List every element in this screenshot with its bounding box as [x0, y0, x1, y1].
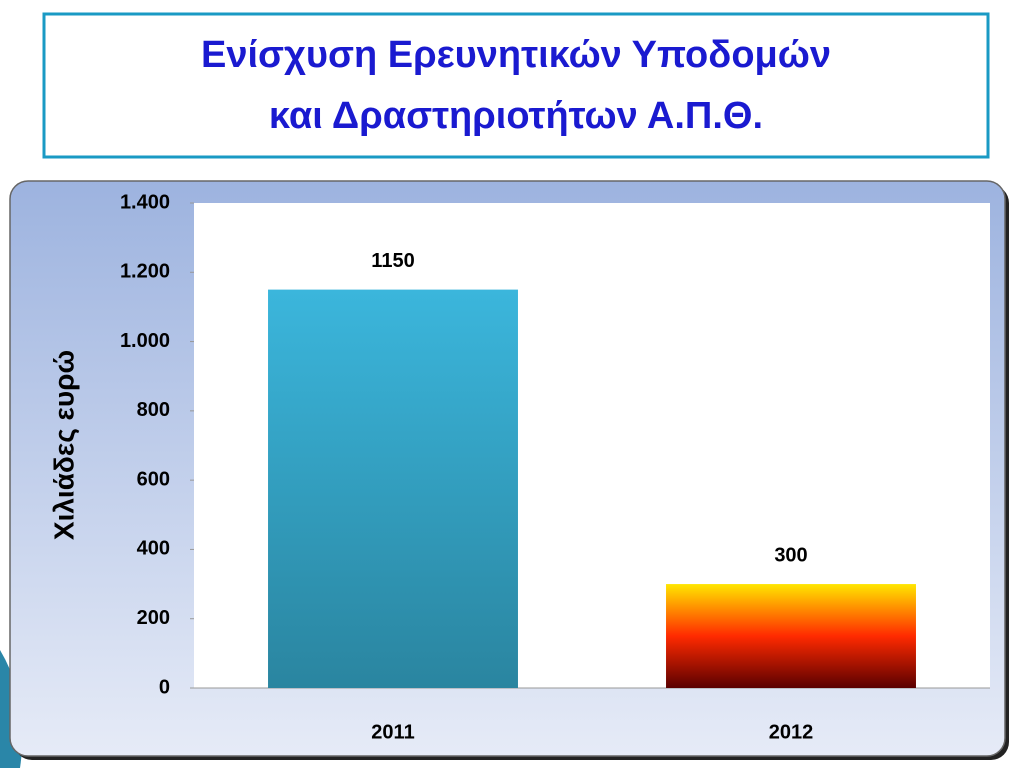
- y-tick-label: 600: [137, 468, 170, 490]
- bar: [268, 289, 518, 688]
- y-tick-label: 0: [159, 676, 170, 698]
- x-tick-label: 2012: [769, 721, 814, 743]
- title-box: [42, 12, 990, 159]
- data-label: 1150: [371, 250, 414, 272]
- x-tick-label: 2011: [371, 721, 414, 743]
- y-tick-label: 400: [137, 538, 170, 560]
- y-tick-label: 1.000: [120, 330, 170, 352]
- y-tick-label: 1.400: [120, 191, 170, 213]
- plot: 0 200 400 600 800 1.000 1.200 1.400 2011 1150 2012…: [120, 191, 990, 743]
- y-tick-label: 800: [137, 399, 170, 421]
- chart-title: και Δραστηριοτήτων Α.Π.Θ.: [269, 95, 763, 137]
- y-tick-label: 200: [137, 607, 170, 629]
- y-tick-label: 1.200: [120, 261, 170, 283]
- bar: [666, 584, 916, 688]
- data-label: 300: [774, 544, 807, 566]
- chart-title: Ενίσχυση Ερευνητικών Υποδομών: [201, 34, 831, 76]
- y-axis-label: Χιλιάδες ευρώ: [48, 350, 79, 540]
